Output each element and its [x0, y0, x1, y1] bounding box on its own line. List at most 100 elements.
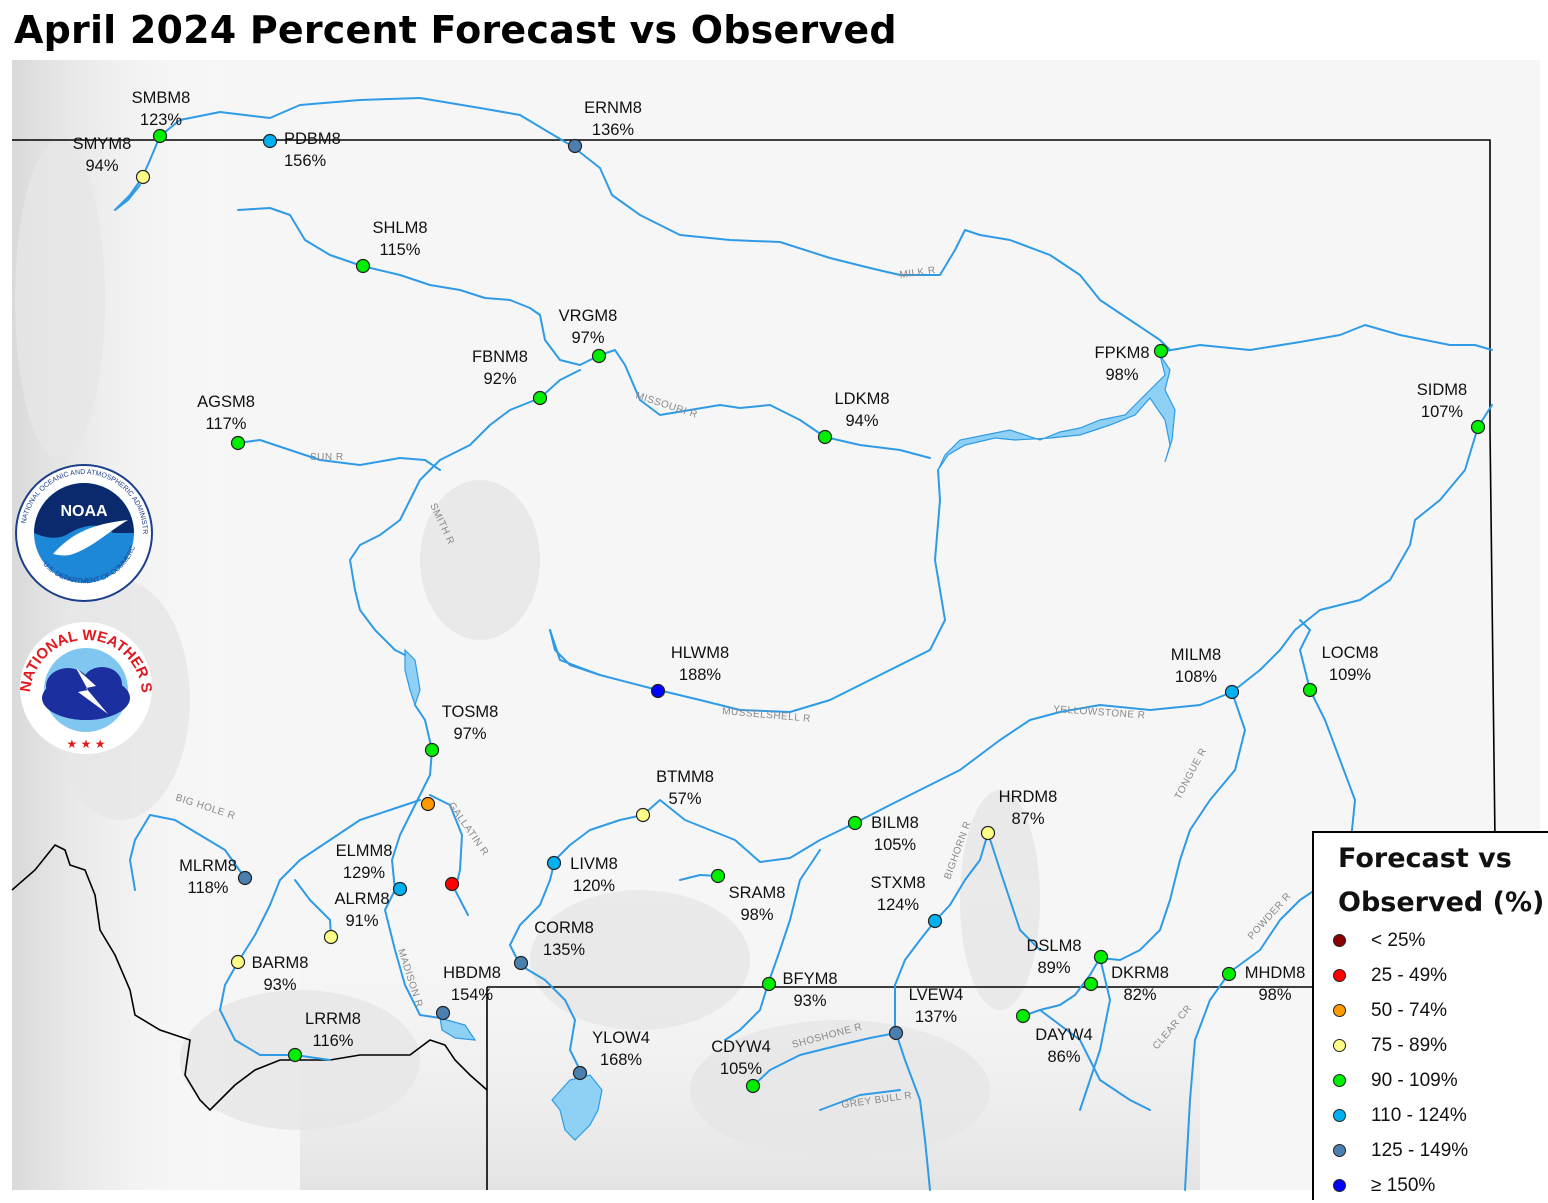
- station-id-label: MLRM8: [179, 857, 237, 875]
- legend-item: 110 - 124%: [1314, 1098, 1467, 1133]
- gauge-point-mhdm8[interactable]: [1221, 966, 1237, 982]
- station-percent-label: 124%: [877, 896, 920, 914]
- river-label: SUN R: [310, 452, 344, 463]
- gauge-point-hlwm8[interactable]: [650, 683, 666, 699]
- gauge-point-dslm8[interactable]: [1093, 949, 1109, 965]
- gauge-point-stxm8[interactable]: [927, 913, 943, 929]
- station-percent-label: 123%: [140, 111, 183, 129]
- station-percent-label: 91%: [345, 912, 378, 930]
- legend: Forecast vs Observed (%) < 25% 25 - 49% 50…: [1312, 831, 1548, 1200]
- state-borders: [11, 139, 1496, 1190]
- gauge-point-lvew4[interactable]: [888, 1025, 904, 1041]
- station-percent-label: 98%: [1105, 366, 1138, 384]
- station-id-label: BILM8: [871, 814, 919, 832]
- station-percent-label: 89%: [1037, 959, 1070, 977]
- gauge-point-vrgm8[interactable]: [591, 348, 607, 364]
- legend-item: 125 - 149%: [1314, 1133, 1468, 1168]
- station-percent-label: 98%: [1258, 986, 1291, 1004]
- station-id-label: FBNM8: [472, 348, 528, 366]
- station-percent-label: 116%: [313, 1032, 354, 1050]
- station-percent-label: 97%: [571, 329, 604, 347]
- gauge-point[interactable]: [420, 796, 436, 812]
- svg-text:NOAA: NOAA: [60, 503, 108, 520]
- gauge-point-agsm8[interactable]: [230, 435, 246, 451]
- yellowstone-lake: [551, 1074, 603, 1141]
- gauge-point-alrm8[interactable]: [323, 929, 339, 945]
- page-title: April 2024 Percent Forecast vs Observed: [14, 8, 897, 52]
- legend-label: ≥ 150%: [1371, 1174, 1436, 1196]
- legend-item: 50 - 74%: [1314, 993, 1447, 1028]
- legend-label: < 25%: [1371, 929, 1426, 951]
- gauge-point-mlrm8[interactable]: [237, 870, 253, 886]
- gauge-point-barm8[interactable]: [230, 954, 246, 970]
- gauge-point-ernm8[interactable]: [567, 138, 583, 154]
- gauge-point-bilm8[interactable]: [847, 815, 863, 831]
- gauge-point-elmm8[interactable]: [392, 881, 408, 897]
- gauge-point-btmm8[interactable]: [635, 807, 651, 823]
- station-id-label: BARM8: [252, 954, 309, 972]
- station-id-label: STXM8: [870, 874, 925, 892]
- gauge-point-smym8[interactable]: [135, 169, 151, 185]
- gauge-point-milm8[interactable]: [1224, 684, 1240, 700]
- gauge-point-hrdm8[interactable]: [980, 825, 996, 841]
- station-percent-label: 94%: [845, 412, 878, 430]
- river-label: MILK R: [899, 265, 937, 281]
- gauge-point-corm8[interactable]: [513, 955, 529, 971]
- legend-item: < 25%: [1314, 923, 1425, 958]
- gauge-point-fpkm8[interactable]: [1153, 343, 1169, 359]
- gauge-point-pdbm8[interactable]: [262, 133, 278, 149]
- gauge-point-livm8[interactable]: [546, 855, 562, 871]
- station-id-label: SRAM8: [729, 884, 786, 902]
- gauge-point-shlm8[interactable]: [355, 258, 371, 274]
- legend-title-line1: Forecast vs: [1338, 843, 1512, 874]
- legend-label: 125 - 149%: [1371, 1139, 1469, 1161]
- fort-peck-lake: [937, 354, 1176, 471]
- legend-swatch: [1333, 1179, 1346, 1192]
- station-id-label: DKRM8: [1111, 964, 1169, 982]
- gauge-point-hbdm8[interactable]: [435, 1005, 451, 1021]
- legend-swatch: [1333, 1109, 1346, 1122]
- gauge-point-bfym8[interactable]: [761, 976, 777, 992]
- station-id-label: BFYM8: [782, 970, 837, 988]
- legend-label: 75 - 89%: [1371, 1034, 1448, 1056]
- station-percent-label: 93%: [793, 992, 826, 1010]
- station-percent-label: 92%: [483, 370, 516, 388]
- station-percent-label: 105%: [720, 1060, 763, 1078]
- gauge-point-dayw4[interactable]: [1015, 1008, 1031, 1024]
- gauge-point-cdyw4[interactable]: [745, 1078, 761, 1094]
- gauge-point-locm8[interactable]: [1302, 682, 1318, 698]
- legend-label: 110 - 124%: [1371, 1104, 1467, 1126]
- station-percent-label: 117%: [206, 415, 247, 433]
- gauge-point-sram8[interactable]: [710, 868, 726, 884]
- gauge-point[interactable]: [444, 876, 460, 892]
- gauge-point-ylow4[interactable]: [572, 1065, 588, 1081]
- station-id-label: DSLM8: [1026, 937, 1081, 955]
- station-percent-label: 98%: [740, 906, 773, 924]
- station-percent-label: 57%: [668, 790, 701, 808]
- lakes: [404, 354, 1176, 1141]
- station-id-label: HLWM8: [671, 644, 729, 662]
- station-id-label: CDYW4: [711, 1038, 771, 1056]
- legend-swatch: [1333, 1004, 1346, 1017]
- hebgen-lake: [439, 1017, 477, 1041]
- gauge-point-dkrm8[interactable]: [1083, 976, 1099, 992]
- svg-text:★ ★ ★: ★ ★ ★: [67, 737, 106, 751]
- gauge-point-smbm8[interactable]: [152, 128, 168, 144]
- gauge-point-fbnm8[interactable]: [532, 390, 548, 406]
- gauge-point-tosm8[interactable]: [424, 742, 440, 758]
- gauge-point-sidm8[interactable]: [1470, 419, 1486, 435]
- station-id-label: BTMM8: [656, 768, 714, 786]
- station-id-label: MHDM8: [1245, 964, 1306, 982]
- station-percent-label: 97%: [453, 725, 486, 743]
- station-id-label: PDBM8: [284, 130, 341, 148]
- nws-logo: NATIONAL WEATHER SERVICE ★ ★ ★: [16, 618, 155, 754]
- station-percent-label: 156%: [284, 152, 327, 170]
- station-id-label: CORM8: [534, 919, 594, 937]
- gauge-point-lrrm8[interactable]: [287, 1047, 303, 1063]
- gauge-point-ldkm8[interactable]: [817, 429, 833, 445]
- legend-label: 25 - 49%: [1371, 964, 1448, 986]
- legend-label: 50 - 74%: [1371, 999, 1448, 1021]
- station-id-label: ALRM8: [334, 890, 389, 908]
- station-id-label: TOSM8: [442, 703, 499, 721]
- station-percent-label: 129%: [343, 864, 386, 882]
